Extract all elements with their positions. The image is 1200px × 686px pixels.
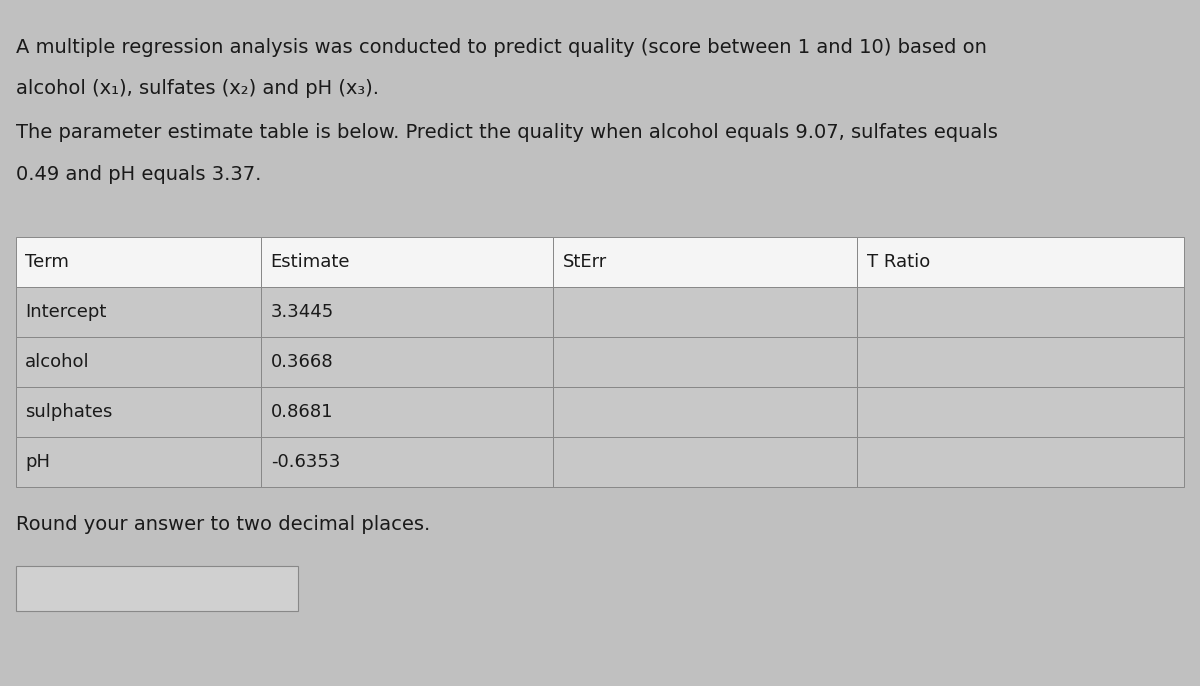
Bar: [857, 237, 1184, 287]
Bar: [857, 287, 1184, 337]
Text: 0.49 and pH equals 3.37.: 0.49 and pH equals 3.37.: [16, 165, 260, 184]
Text: alcohol: alcohol: [25, 353, 90, 371]
Bar: [262, 337, 553, 387]
Bar: [857, 337, 1184, 387]
Bar: [262, 287, 553, 337]
Text: -0.6353: -0.6353: [271, 453, 340, 471]
Text: Intercept: Intercept: [25, 303, 107, 321]
Text: sulphates: sulphates: [25, 403, 113, 421]
Bar: [553, 287, 857, 337]
Text: The parameter estimate table is below. Predict the quality when alcohol equals 9: The parameter estimate table is below. P…: [16, 123, 997, 143]
Text: Term: Term: [25, 252, 70, 271]
Bar: [262, 387, 553, 437]
Bar: [857, 437, 1184, 487]
Text: alcohol (x₁), sulfates (x₂) and pH (x₃).: alcohol (x₁), sulfates (x₂) and pH (x₃).: [16, 79, 379, 98]
Bar: [16, 337, 262, 387]
Bar: [16, 387, 262, 437]
Text: T Ratio: T Ratio: [866, 252, 930, 271]
Bar: [553, 337, 857, 387]
Bar: [262, 437, 553, 487]
Bar: [16, 237, 262, 287]
Bar: [553, 387, 857, 437]
Bar: [16, 566, 298, 611]
Text: 0.8681: 0.8681: [271, 403, 334, 421]
Text: 3.3445: 3.3445: [271, 303, 334, 321]
Bar: [262, 237, 553, 287]
Text: pH: pH: [25, 453, 50, 471]
Bar: [857, 387, 1184, 437]
Text: 0.3668: 0.3668: [271, 353, 334, 371]
Bar: [16, 437, 262, 487]
Text: StErr: StErr: [563, 252, 607, 271]
Text: Estimate: Estimate: [271, 252, 350, 271]
Text: A multiple regression analysis was conducted to predict quality (score between 1: A multiple regression analysis was condu…: [16, 38, 986, 57]
Text: Round your answer to two decimal places.: Round your answer to two decimal places.: [16, 514, 430, 534]
Bar: [553, 237, 857, 287]
Bar: [16, 287, 262, 337]
Bar: [553, 437, 857, 487]
